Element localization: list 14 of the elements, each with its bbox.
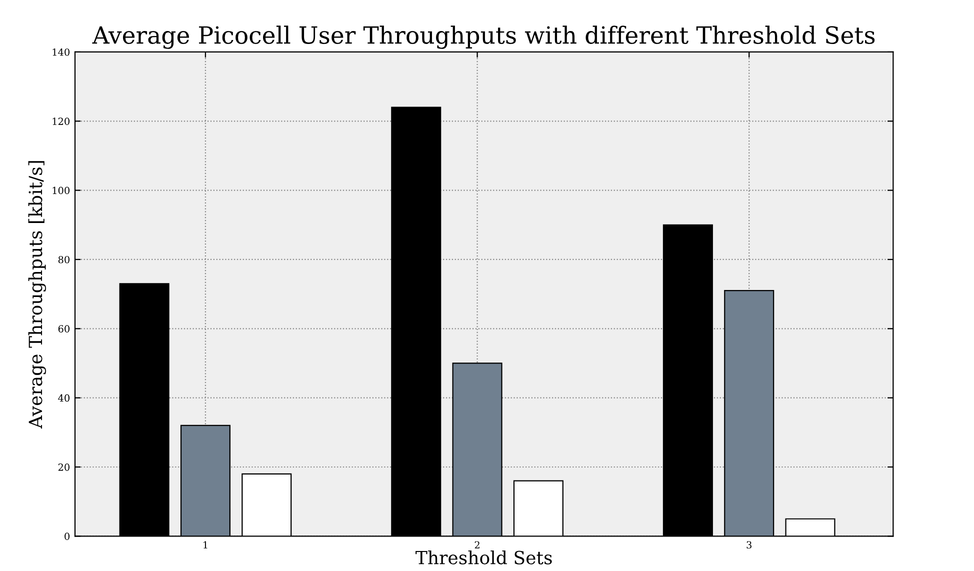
y-tick-label: 100	[52, 186, 70, 194]
x-tick-label: 2	[474, 541, 480, 548]
y-tick-label: 40	[58, 394, 70, 402]
chart-title: Average Picocell User Throughputs with different Threshold Sets	[92, 26, 875, 49]
y-axis-title: Average Throughputs [kbit/s]	[28, 161, 46, 429]
y-tick-label: 0	[64, 532, 70, 540]
y-tick-label: 140	[52, 48, 70, 56]
x-tick-label: 1	[204, 541, 208, 548]
y-tick-label: 20	[58, 463, 70, 471]
x-tick-label: 3	[746, 541, 752, 549]
y-tick-label: 120	[52, 118, 70, 125]
x-axis-title: Threshold Sets	[416, 550, 552, 564]
y-tick-label: 60	[58, 325, 70, 332]
y-tick-label: 80	[58, 256, 70, 264]
